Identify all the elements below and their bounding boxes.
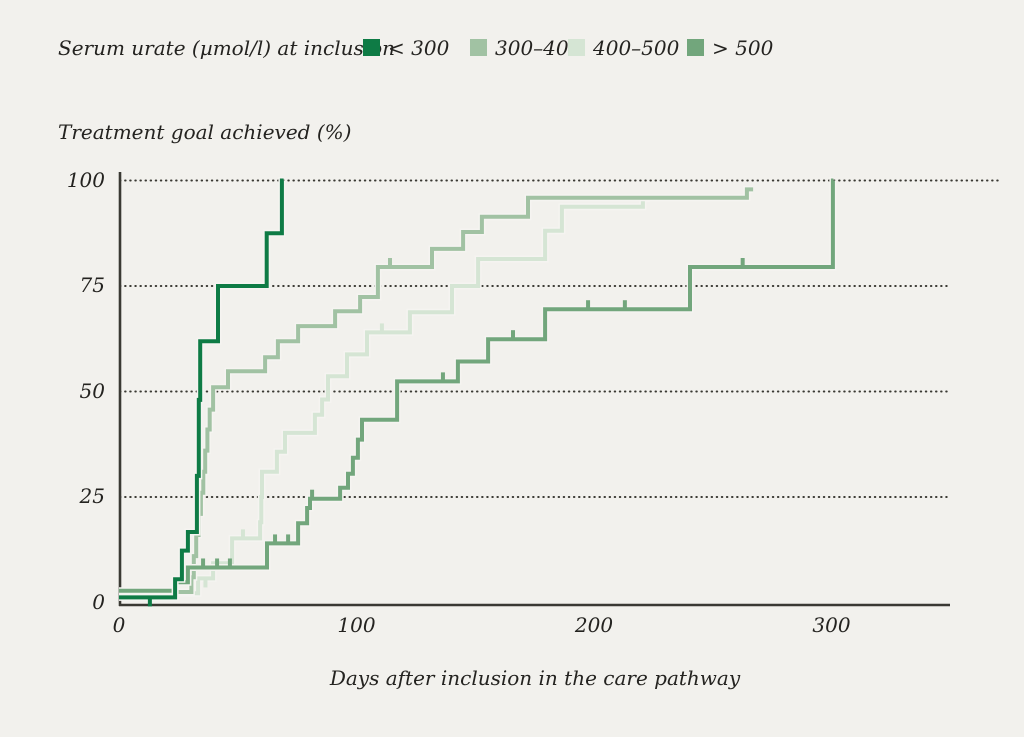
x-tick-label-300: 300 [812, 613, 851, 637]
x-tick-label-0: 0 [112, 613, 126, 637]
y-tick-label-50: 50 [79, 378, 105, 403]
legend-title: Serum urate (µmol/l) at inclusion [58, 36, 396, 60]
x-axis-title: Days after inclusion in the care pathway [329, 666, 741, 690]
x-tick-label-200: 200 [574, 613, 614, 637]
series-curve-400–500 [119, 196, 650, 596]
x-tick-label-100: 100 [337, 613, 376, 637]
legend-item-label: < 300 [388, 36, 450, 60]
series-curve-> 500 [119, 178, 835, 593]
y-tick-label-0: 0 [92, 589, 105, 614]
legend-color-swatch [363, 39, 380, 56]
y-tick-label-25: 25 [79, 484, 105, 508]
legend-item-label: 400–500 [593, 36, 680, 60]
legend-item-label: > 500 [712, 36, 774, 60]
legend: Serum urate (µmol/l) at inclusion < 300 … [0, 0, 1024, 70]
y-tick-label-75: 75 [79, 273, 105, 297]
series-curve-< 300 [119, 178, 284, 600]
legend-item-label: 300–400 [495, 36, 582, 60]
legend-color-swatch [568, 39, 585, 56]
legend-color-swatch [470, 39, 487, 56]
y-axis-title: Treatment goal achieved (%) [58, 120, 352, 144]
legend-color-swatch [687, 39, 704, 56]
y-tick-label-100: 100 [66, 167, 105, 192]
